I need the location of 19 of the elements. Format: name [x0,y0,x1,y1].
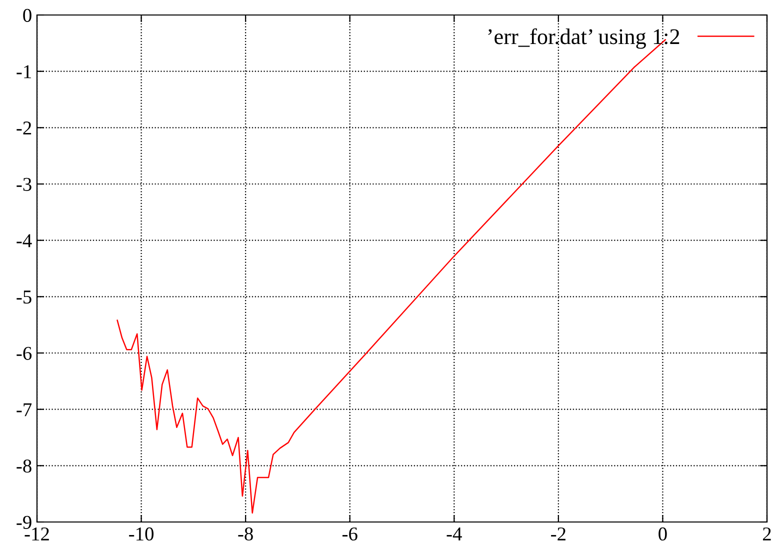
legend-label: ’err_for.dat’ using 1:2 [488,28,680,49]
y-tick-label: 0 [23,8,32,22]
y-tick-label: -8 [16,459,32,473]
y-tick-label: -3 [16,178,32,191]
y-tick-label: -4 [16,234,32,248]
x-tick-label: -8 [238,527,253,541]
x-tick-label: -12 [24,527,49,540]
y-tick-label: -1 [16,65,31,78]
y-tick-label: -9 [16,516,32,529]
x-tick-label: -2 [551,527,566,540]
y-tick-label: -6 [16,346,32,360]
y-tick-label: -2 [16,122,32,134]
x-tick-label: 2 [762,527,771,540]
y-tick-label: -5 [16,290,32,304]
x-tick-label: -6 [342,527,358,541]
y-tick-label: -7 [16,403,32,416]
x-tick-label: -4 [446,528,462,540]
x-tick-label: 0 [658,527,667,541]
x-tick-label: -10 [129,527,154,541]
